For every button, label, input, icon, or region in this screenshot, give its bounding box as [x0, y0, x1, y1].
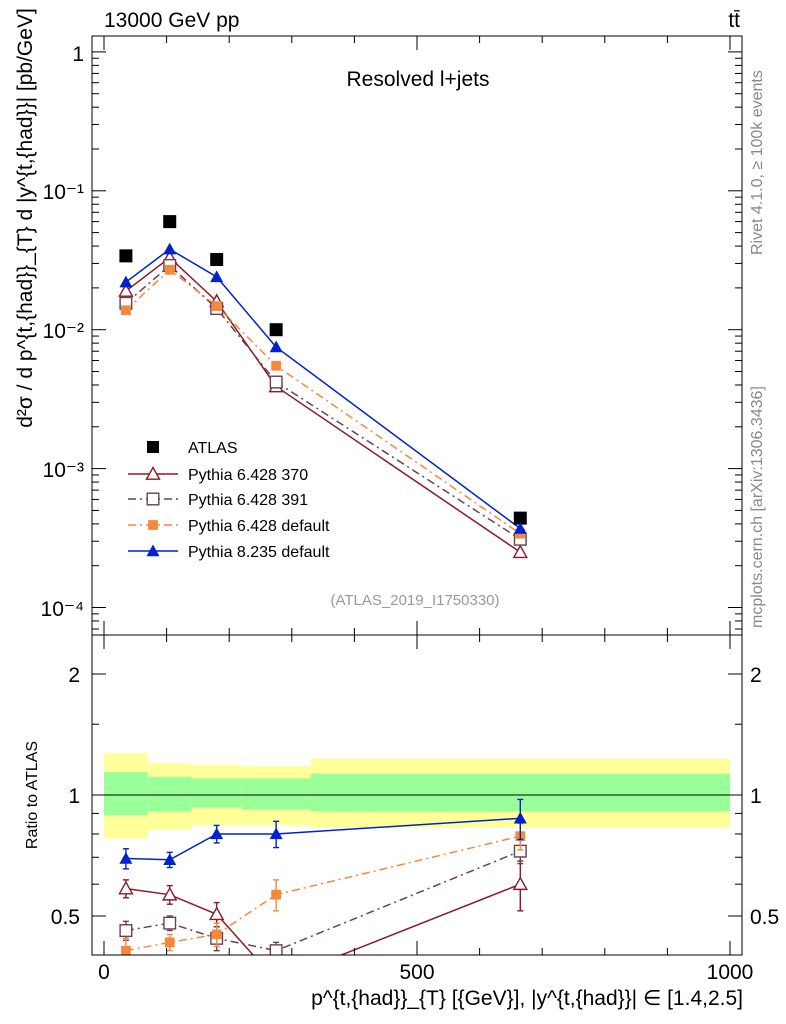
- ratio-point-pythia-6-428-370-0: [118, 880, 134, 895]
- ratio-series-lines: [125, 817, 521, 955]
- legend-label-atlas: ATLAS: [188, 440, 238, 457]
- ratio-point-pythia-8-235-default-0: [119, 852, 133, 864]
- xtick-label-0: 0: [98, 961, 110, 984]
- main-line-pythia-8-235-default: [125, 248, 521, 530]
- ratio-point-pythia-8-235-default-1: [163, 853, 177, 865]
- main-point-pythia-6-428-370-0: [118, 283, 134, 297]
- main-ytick-label-1e-2: 10⁻²: [43, 320, 84, 343]
- legend-marker-atlas: [147, 441, 159, 453]
- legend-label-pythia6-default: Pythia 6.428 default: [188, 518, 330, 535]
- ratio-point-pythia-6-428-391-3: [269, 944, 283, 955]
- main-point-pythia-6-428-default-0: [121, 305, 131, 316]
- energy-label: 13000 GeV pp: [104, 9, 239, 32]
- main-ytick-label-1: 1: [72, 43, 84, 66]
- ratio-band-green-1: [147, 776, 192, 812]
- main-line-pythia-6-428-370: [125, 256, 521, 553]
- main-point-pythia-8-235-default-2: [210, 270, 224, 283]
- ratio-band-green-0: [104, 772, 148, 816]
- ratio-ytick-label-0.5: 0.5: [51, 906, 80, 929]
- plot-title: Resolved l+jets: [347, 68, 490, 91]
- main-point-pythia-6-428-default-2: [211, 301, 222, 311]
- main-point-atlas-3: [269, 323, 283, 337]
- main-point-pythia-8-235-default-4: [513, 522, 527, 534]
- main-point-pythia-6-428-default-3: [271, 360, 282, 371]
- main-series-lines: [125, 248, 521, 553]
- x-axis-title: p^{t,{had}}_{T} [{GeV}], |y^{t,{had}}| ∈…: [311, 987, 743, 1010]
- legend-label-pythia8-default: Pythia 8.235 default: [188, 544, 330, 561]
- legend-marker-pythia-6-428-391: [146, 492, 160, 506]
- main-ytick-label-1e-3: 10⁻³: [43, 459, 84, 482]
- ratio-point-pythia-6-428-default-3: [271, 889, 282, 900]
- mcplots-label: mcplots.cern.ch [arXiv:1306.3436]: [749, 386, 766, 628]
- xtick-label-500: 500: [399, 961, 434, 984]
- legend-marks: [128, 441, 178, 557]
- legend-marker-pythia-8-235-default: [146, 544, 160, 557]
- ratio-point-pythia-6-428-391-1: [163, 916, 177, 930]
- legend-marker-pythia-6-428-default: [148, 520, 158, 530]
- main-point-atlas-1: [163, 215, 177, 229]
- main-point-pythia-8-235-default-0: [119, 275, 133, 288]
- y-axis-title-main: d²σ / d p^{t,{had}}_{T} d |y^{t,{had}}| …: [14, 8, 37, 428]
- ratio-point-pythia-6-428-default-1: [164, 937, 175, 948]
- ratio-ytick-label-2: 2: [68, 664, 80, 687]
- y-axis-title-ratio: Ratio to ATLAS: [24, 741, 41, 849]
- ratio-band-green-2: [191, 778, 242, 808]
- main-series-markers: [118, 215, 528, 559]
- main-point-pythia-6-428-default-1: [164, 264, 175, 275]
- ratio-line-pythia-6-428-default: [125, 835, 521, 952]
- main-ytick-label-1e-4: 10⁻⁴: [41, 598, 84, 621]
- ratio-ytick-label-1-right: 1: [750, 785, 762, 808]
- xtick-label-1000: 1000: [707, 961, 754, 984]
- main-line-pythia-6-428-391: [125, 264, 521, 540]
- ratio-point-pythia-6-428-370-1: [162, 886, 178, 901]
- legend-label-pythia6-370: Pythia 6.428 370: [188, 467, 308, 484]
- process-label: tt̄: [728, 9, 740, 32]
- main-point-pythia-8-235-default-3: [269, 340, 283, 353]
- main-point-pythia-6-428-391-3: [269, 375, 283, 389]
- analysis-id: (ATLAS_2019_I1750330): [330, 592, 499, 609]
- main-point-atlas-4: [513, 511, 527, 525]
- ratio-ytick-label-2-right: 2: [750, 664, 762, 687]
- legend: ATLAS Pythia 6.428 370 Pythia 6.428 391 …: [128, 440, 330, 561]
- ratio-line-pythia-6-428-370: [125, 883, 521, 955]
- legend-marker-pythia-6-428-370: [145, 466, 161, 480]
- main-point-pythia-6-428-370-4: [512, 544, 528, 559]
- ratio-ytick-labels: 0.5 1 2 0.5 1 2: [51, 664, 779, 929]
- ratio-point-pythia-6-428-default-2: [211, 929, 222, 940]
- ratio-ytick-label-0.5-right: 0.5: [750, 906, 779, 929]
- ratio-band-green-3: [241, 778, 311, 810]
- rivet-version-label: Rivet 4.1.0, ≥ 100k events: [749, 70, 766, 255]
- main-point-atlas-0: [119, 249, 133, 263]
- main-ytick-labels: 10⁻⁴ 10⁻³ 10⁻² 10⁻¹ 1: [41, 43, 84, 621]
- xtick-labels: 0 500 1000: [98, 961, 753, 984]
- main-point-atlas-2: [210, 253, 224, 267]
- main-ytick-label-1e-1: 10⁻¹: [43, 181, 84, 204]
- ratio-point-pythia-8-235-default-3: [269, 827, 283, 840]
- main-point-pythia-8-235-default-1: [163, 242, 177, 255]
- ratio-point-pythia-6-428-391-0: [119, 924, 133, 938]
- main-line-pythia-6-428-default: [125, 268, 521, 535]
- ratio-point-pythia-8-235-default-4: [513, 811, 527, 824]
- ratio-point-pythia-6-428-default-0: [121, 945, 131, 955]
- axis-ticks: [92, 36, 742, 955]
- ratio-point-pythia-8-235-default-2: [210, 827, 224, 840]
- ratio-series-markers: [118, 798, 528, 986]
- ratio-point-pythia-6-428-370-4: [512, 876, 528, 891]
- ratio-point-pythia-6-428-370-3: [270, 974, 283, 986]
- ratio-ytick-label-1: 1: [68, 785, 80, 808]
- ratio-point-pythia-6-428-370-2: [208, 906, 225, 921]
- legend-label-pythia6-391: Pythia 6.428 391: [188, 492, 308, 509]
